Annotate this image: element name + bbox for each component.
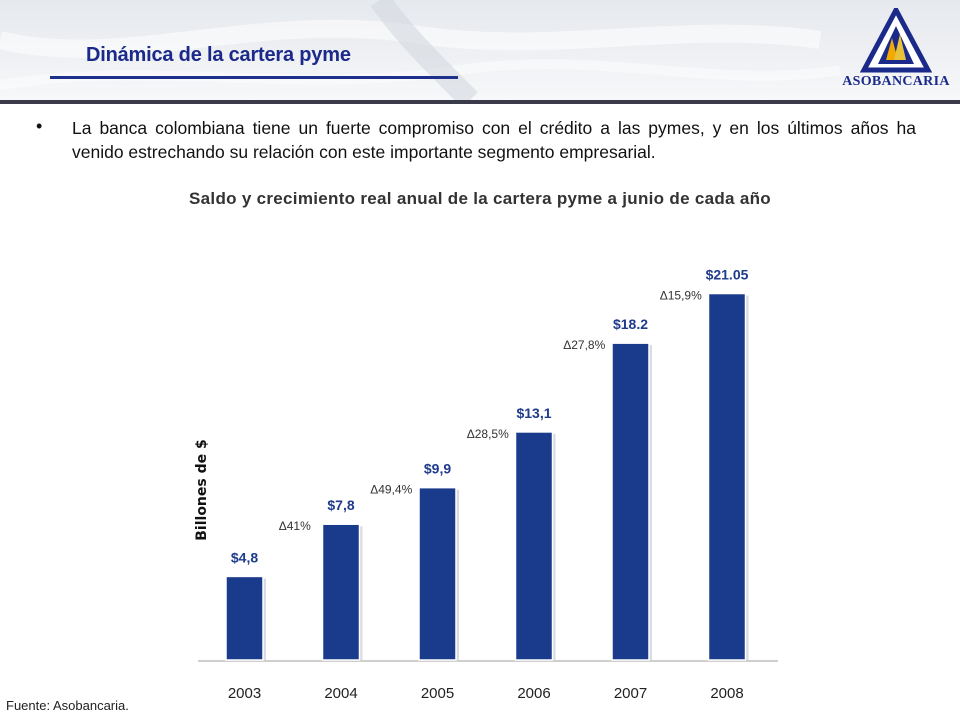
bullet-text: La banca colombiana tiene un fuerte comp…	[72, 118, 916, 162]
x-tick-label: 2005	[421, 685, 454, 702]
growth-annotation: Δ15,9%	[660, 289, 702, 303]
bar	[418, 486, 457, 661]
header-divider	[0, 100, 960, 104]
data-label: $18.2	[613, 316, 648, 332]
bar	[707, 292, 747, 661]
title-underline	[50, 76, 458, 79]
x-tick-label: 2008	[710, 685, 743, 702]
chart-title: Saldo y crecimiento real anual de la car…	[189, 189, 771, 208]
bar	[321, 523, 361, 661]
x-tick-label: 2006	[517, 685, 550, 702]
x-tick-label: 2003	[228, 685, 261, 702]
logo-text: ASOBANCARIA	[842, 74, 950, 89]
slide-title: Dinámica de la cartera pyme	[86, 44, 351, 66]
source-note: Fuente: Asobancaria.	[6, 698, 129, 713]
x-tick-label: 2007	[614, 685, 647, 702]
data-label: $21.05	[706, 267, 749, 283]
asobancaria-logo: ASOBANCARIA	[836, 4, 956, 96]
data-label: $13,1	[516, 405, 551, 421]
data-label: $7,8	[327, 497, 354, 513]
growth-annotation: Δ49,4%	[370, 483, 412, 497]
growth-annotation: Δ27,8%	[563, 338, 605, 352]
slide-header: Dinámica de la cartera pyme ASOBANCARIA	[0, 0, 960, 100]
diamond-logo-icon	[859, 4, 933, 73]
growth-annotation: Δ41%	[279, 519, 311, 533]
x-tick-label: 2004	[324, 685, 357, 702]
y-axis-label: Billones de $	[194, 439, 210, 541]
header-decoration	[0, 0, 841, 100]
bar	[225, 575, 264, 661]
growth-annotation: Δ28,5%	[467, 427, 509, 441]
bar	[611, 342, 650, 661]
data-label: $9,9	[424, 461, 451, 477]
bullet-icon: •	[36, 116, 43, 136]
bar	[514, 431, 554, 661]
data-label: $4,8	[231, 549, 258, 565]
